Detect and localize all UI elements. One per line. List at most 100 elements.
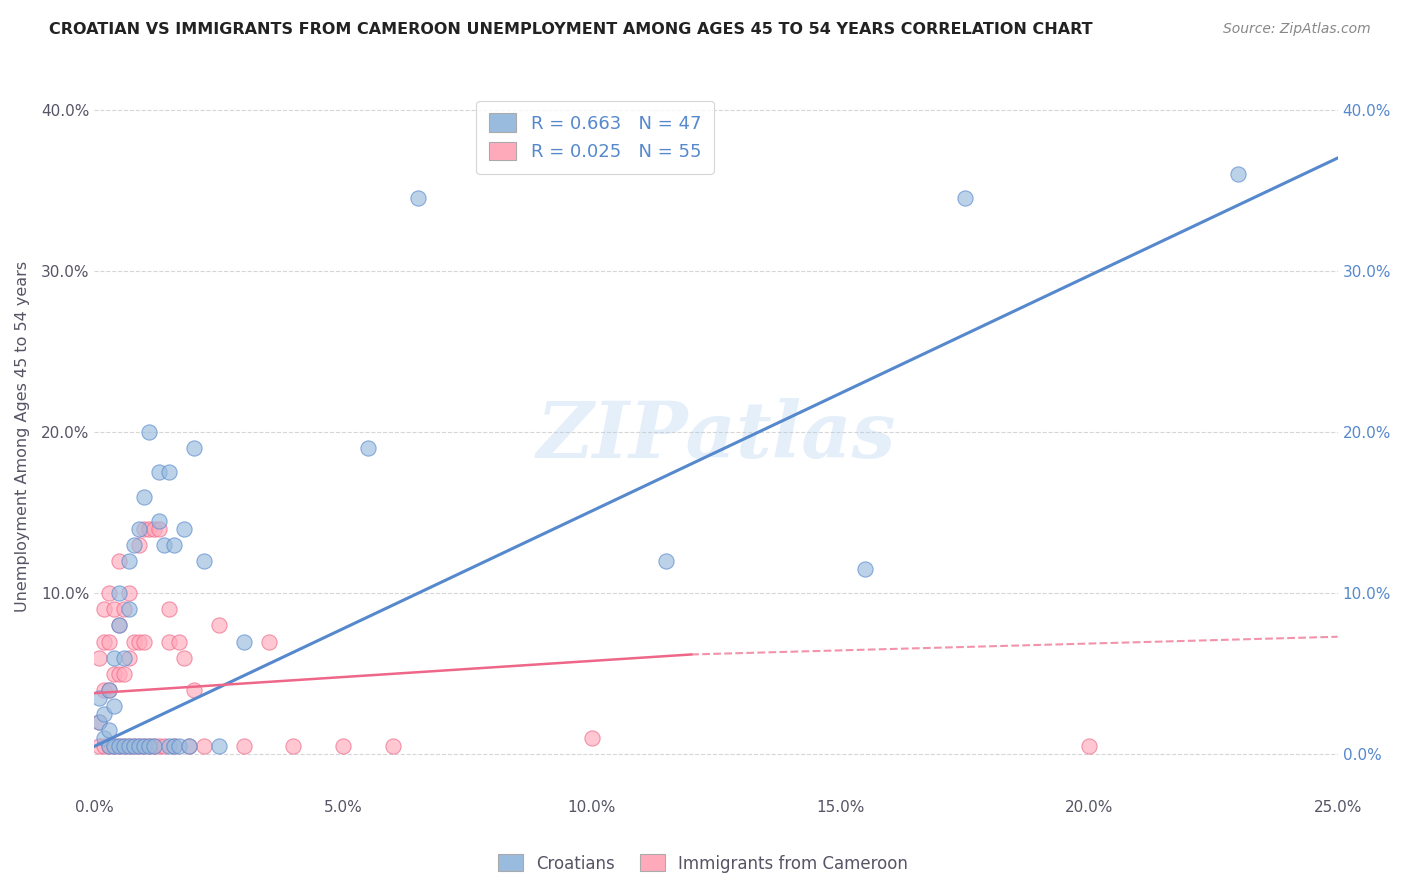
Point (108, 739, 131, 754)
Point (98, 739, 121, 754)
Point (157, 739, 180, 754)
Point (134, 634, 156, 648)
Point (406, 191, 429, 205)
Point (134, 522, 156, 536)
Text: CROATIAN VS IMMIGRANTS FROM CAMEROON UNEMPLOYMENT AMONG AGES 45 TO 54 YEARS CORR: CROATIAN VS IMMIGRANTS FROM CAMEROON UNE… (49, 22, 1092, 37)
Point (103, 699, 125, 714)
Point (122, 634, 145, 648)
Point (163, 739, 186, 754)
Point (89, 690, 111, 705)
Point (93, 731, 115, 746)
Point (134, 739, 156, 754)
Point (93, 707, 115, 722)
Point (153, 538, 176, 552)
Point (177, 739, 200, 754)
Point (134, 490, 156, 504)
Point (98, 739, 121, 754)
Point (143, 522, 166, 536)
Point (118, 650, 141, 665)
Point (103, 739, 125, 754)
Point (103, 650, 125, 665)
Point (98, 682, 121, 697)
Point (103, 666, 125, 681)
Point (148, 466, 170, 480)
Point (148, 739, 170, 754)
Point (118, 739, 141, 754)
Point (157, 602, 180, 616)
Point (122, 739, 145, 754)
Point (112, 602, 135, 616)
Point (208, 739, 231, 754)
Point (128, 538, 150, 552)
Point (108, 618, 131, 632)
Point (89, 715, 111, 730)
Point (128, 634, 150, 648)
Point (381, 739, 404, 754)
Point (1078, 739, 1101, 754)
Legend: R = 0.663   N = 47, R = 0.025   N = 55: R = 0.663 N = 47, R = 0.025 N = 55 (477, 101, 714, 174)
Point (93, 739, 115, 754)
Point (122, 538, 145, 552)
Point (357, 441, 380, 455)
Point (167, 739, 190, 754)
Point (157, 466, 180, 480)
Point (208, 618, 231, 632)
Point (173, 650, 195, 665)
Point (93, 634, 115, 648)
Point (89, 715, 111, 730)
Point (581, 731, 603, 746)
Point (103, 602, 125, 616)
Point (118, 586, 141, 600)
Point (257, 634, 280, 648)
Point (138, 739, 160, 754)
Point (128, 739, 150, 754)
Point (118, 602, 141, 616)
Point (153, 739, 176, 754)
Point (134, 739, 156, 754)
Text: Source: ZipAtlas.com: Source: ZipAtlas.com (1223, 22, 1371, 37)
Point (173, 522, 195, 536)
Point (128, 522, 150, 536)
Point (143, 739, 166, 754)
Point (193, 554, 215, 568)
Point (128, 739, 150, 754)
Point (118, 554, 141, 568)
Point (112, 739, 135, 754)
Point (98, 634, 121, 648)
Point (98, 682, 121, 697)
Point (167, 634, 190, 648)
Point (148, 522, 170, 536)
Point (108, 618, 131, 632)
Point (953, 191, 976, 205)
Point (89, 650, 111, 665)
Point (283, 739, 305, 754)
Point (108, 586, 131, 600)
Legend: Croatians, Immigrants from Cameroon: Croatians, Immigrants from Cameroon (491, 847, 915, 880)
Text: ZIPatlas: ZIPatlas (536, 398, 896, 475)
Point (103, 739, 125, 754)
Point (138, 739, 160, 754)
Point (853, 562, 876, 576)
Point (193, 739, 215, 754)
Point (157, 634, 180, 648)
Point (98, 586, 121, 600)
Point (108, 739, 131, 754)
Point (163, 538, 186, 552)
Point (108, 666, 131, 681)
Point (655, 554, 678, 568)
Point (232, 634, 254, 648)
Point (177, 739, 200, 754)
Point (163, 739, 186, 754)
Point (89, 739, 111, 754)
Point (93, 602, 115, 616)
Point (1227, 167, 1250, 181)
Point (98, 723, 121, 738)
Point (232, 739, 254, 754)
Point (143, 739, 166, 754)
Point (93, 682, 115, 697)
Point (108, 554, 131, 568)
Point (122, 739, 145, 754)
Point (332, 739, 354, 754)
Point (112, 666, 135, 681)
Point (138, 425, 160, 439)
